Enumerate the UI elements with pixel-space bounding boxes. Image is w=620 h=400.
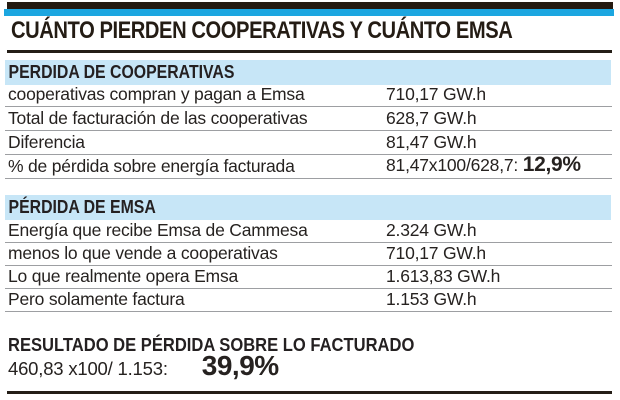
row-value: 710,17 GW.h [386, 84, 486, 104]
table-row: Diferencia 81,47 GW.h [5, 131, 612, 155]
row-value: 628,7 GW.h [386, 108, 477, 128]
table-emsa: Energía que recibe Emsa de Cammesa 2.324… [5, 220, 612, 312]
table-row: Total de facturación de las cooperativas… [5, 107, 612, 131]
row-label: Total de facturación de las cooperativas [8, 108, 308, 128]
result-formula: 460,83 x100/ 1.153: [8, 358, 168, 379]
loss-percentage-cooperativas: 12,9% [522, 153, 581, 176]
result-line: 460,83 x100/ 1.153: 39,9% [8, 351, 279, 386]
row-value: 710,17 GW.h [386, 243, 486, 263]
top-black-bar [7, 2, 613, 9]
row-value: 1.153 GW.h [386, 289, 477, 309]
row-value: 81,47 GW.h [386, 132, 477, 152]
section-header-cooperativas: PERDIDA DE COOPERATIVAS [5, 60, 611, 85]
bottom-divider [7, 391, 612, 394]
table-row: menos lo que vende a cooperativas 710,17… [5, 243, 612, 266]
section-header-label: PÉRDIDA DE EMSA [8, 197, 156, 217]
table-row: Pero solamente factura 1.153 GW.h [5, 289, 612, 312]
row-label: cooperativas compran y pagan a Emsa [8, 84, 305, 104]
result-percentage: 39,9% [201, 350, 279, 381]
top-cyan-accent-bar [4, 9, 614, 16]
section-header-emsa: PÉRDIDA DE EMSA [5, 195, 611, 220]
row-formula: 81,47x100/628,7: [386, 155, 523, 175]
row-label: % de pérdida sobre energía facturada [8, 156, 295, 176]
page-title: CUÁNTO PIERDEN COOPERATIVAS Y CUÁNTO EMS… [11, 17, 513, 44]
table-row: cooperativas compran y pagan a Emsa 710,… [5, 84, 612, 107]
row-label: Pero solamente factura [8, 289, 185, 309]
section-header-label: PERDIDA DE COOPERATIVAS [8, 62, 235, 82]
row-label: Diferencia [8, 132, 85, 152]
title-divider [7, 50, 612, 53]
row-value: 2.324 GW.h [386, 220, 477, 240]
row-label: Lo que realmente opera Emsa [8, 266, 239, 286]
row-value: 1.613,83 GW.h [386, 266, 501, 286]
row-label: Energía que recibe Emsa de Cammesa [8, 220, 308, 240]
result-heading: RESULTADO DE PÉRDIDA SOBRE LO FACTURADO [8, 335, 415, 355]
table-cooperativas: cooperativas compran y pagan a Emsa 710,… [5, 84, 612, 179]
table-row: Lo que realmente opera Emsa 1.613,83 GW.… [5, 266, 612, 289]
row-label: menos lo que vende a cooperativas [8, 243, 278, 263]
row-value: 81,47x100/628,7: 12,9% [386, 153, 581, 177]
table-row: % de pérdida sobre energía facturada 81,… [5, 153, 612, 179]
table-row: Energía que recibe Emsa de Cammesa 2.324… [5, 220, 612, 243]
